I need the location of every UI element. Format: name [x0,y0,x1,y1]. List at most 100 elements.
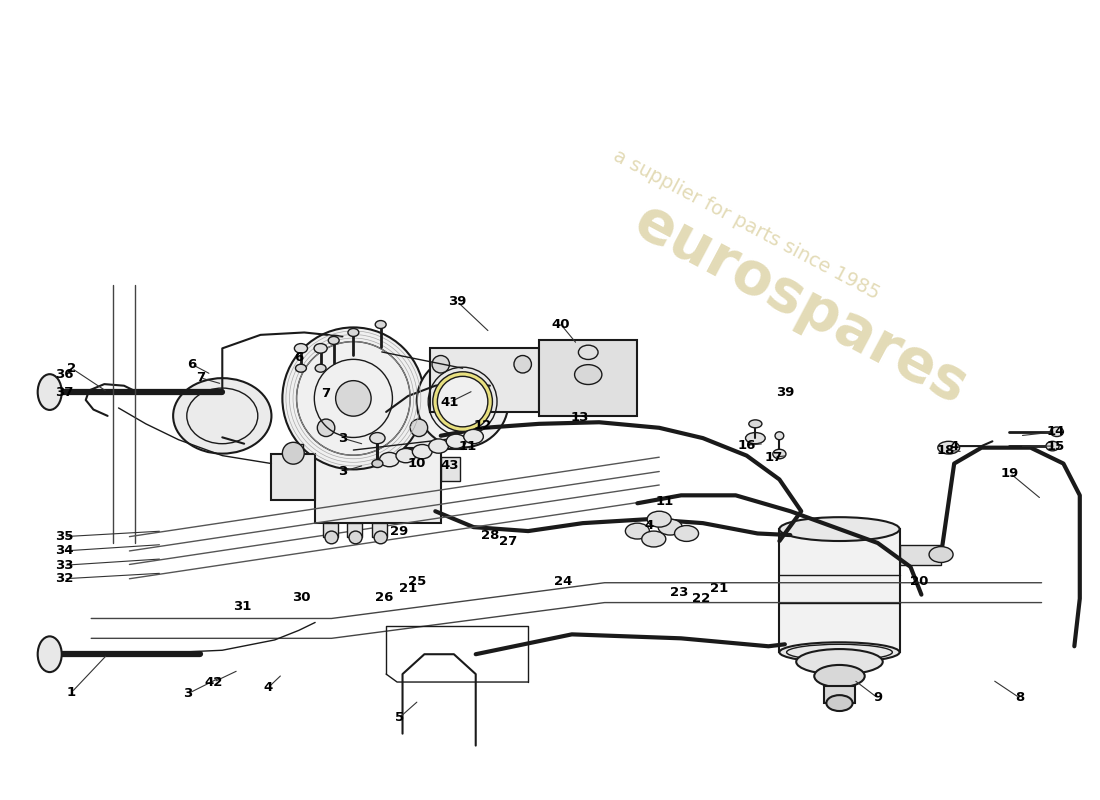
Bar [900,545,942,565]
Text: 11: 11 [459,439,477,453]
Ellipse shape [374,531,387,544]
Text: 7: 7 [321,387,331,400]
Text: 15: 15 [1046,439,1065,453]
Text: 14: 14 [1046,426,1065,438]
Text: 25: 25 [408,574,426,588]
Text: 23: 23 [670,586,689,598]
Text: eurospares: eurospares [625,193,978,417]
Ellipse shape [749,420,762,428]
Ellipse shape [296,364,307,372]
Text: 2: 2 [67,362,76,374]
Ellipse shape [315,364,326,372]
Ellipse shape [814,665,865,687]
Bar [372,523,387,538]
Text: 3: 3 [338,432,348,445]
Ellipse shape [776,432,784,440]
Ellipse shape [37,636,62,672]
Text: 8: 8 [1015,691,1024,705]
Text: 18: 18 [936,443,955,457]
Text: 4: 4 [949,439,959,453]
Ellipse shape [773,450,785,458]
Ellipse shape [370,433,385,444]
Bar [441,457,461,481]
Text: 30: 30 [292,590,310,603]
Ellipse shape [396,449,416,462]
Text: 37: 37 [55,386,73,398]
Text: 34: 34 [55,545,73,558]
Circle shape [317,419,334,437]
Ellipse shape [375,321,386,329]
Bar [315,448,441,523]
Ellipse shape [574,365,602,385]
Text: 33: 33 [55,558,73,572]
Ellipse shape [647,511,671,527]
Ellipse shape [324,531,338,544]
Text: 31: 31 [233,600,251,613]
Ellipse shape [658,519,682,535]
Circle shape [514,355,531,373]
Text: 9: 9 [873,691,882,705]
Text: 10: 10 [407,457,426,470]
Text: 27: 27 [499,535,518,548]
Ellipse shape [315,343,327,353]
Ellipse shape [37,374,62,410]
Text: 26: 26 [375,590,393,603]
Text: a supplier for parts since 1985: a supplier for parts since 1985 [610,146,883,304]
Ellipse shape [1050,427,1064,437]
Circle shape [432,355,450,373]
Circle shape [410,419,428,437]
Ellipse shape [379,453,399,466]
Text: 36: 36 [55,368,73,381]
Text: 7: 7 [196,371,205,384]
Text: 32: 32 [55,572,73,586]
Ellipse shape [328,337,339,344]
Text: 43: 43 [440,459,459,473]
Text: 39: 39 [448,295,466,308]
Circle shape [336,381,371,416]
Text: 40: 40 [552,318,570,331]
Text: 28: 28 [481,529,499,542]
Text: 5: 5 [395,711,404,724]
Circle shape [417,356,508,447]
Text: 22: 22 [692,592,710,605]
Text: 1: 1 [67,686,76,699]
Bar [824,686,855,703]
Ellipse shape [1046,442,1059,451]
Text: 29: 29 [390,526,408,538]
Circle shape [283,442,305,464]
Ellipse shape [641,531,666,547]
Text: 6: 6 [187,358,196,370]
Text: 21: 21 [399,582,417,594]
Ellipse shape [746,433,766,444]
Circle shape [283,327,425,470]
Ellipse shape [295,343,308,353]
Ellipse shape [780,517,900,541]
Ellipse shape [938,442,959,454]
Text: 4: 4 [264,681,273,694]
Ellipse shape [464,430,483,444]
Ellipse shape [674,526,698,542]
Ellipse shape [826,695,852,711]
Text: 3: 3 [183,687,192,701]
Bar [780,529,900,652]
Text: 16: 16 [737,438,756,452]
Ellipse shape [447,434,466,449]
Text: 4: 4 [645,519,654,532]
Ellipse shape [930,546,953,562]
Text: 21: 21 [711,582,728,594]
Text: 3: 3 [338,465,348,478]
Text: 41: 41 [440,396,459,409]
Ellipse shape [349,531,362,544]
Text: 11: 11 [656,495,674,508]
Ellipse shape [626,523,649,539]
Ellipse shape [796,649,882,674]
Circle shape [432,372,493,431]
Bar [322,523,338,538]
Circle shape [438,376,487,427]
Text: 19: 19 [1001,466,1019,479]
Ellipse shape [429,439,449,454]
Text: 39: 39 [776,386,794,398]
Bar [346,523,362,538]
Bar [272,454,315,500]
Text: 17: 17 [764,450,783,464]
